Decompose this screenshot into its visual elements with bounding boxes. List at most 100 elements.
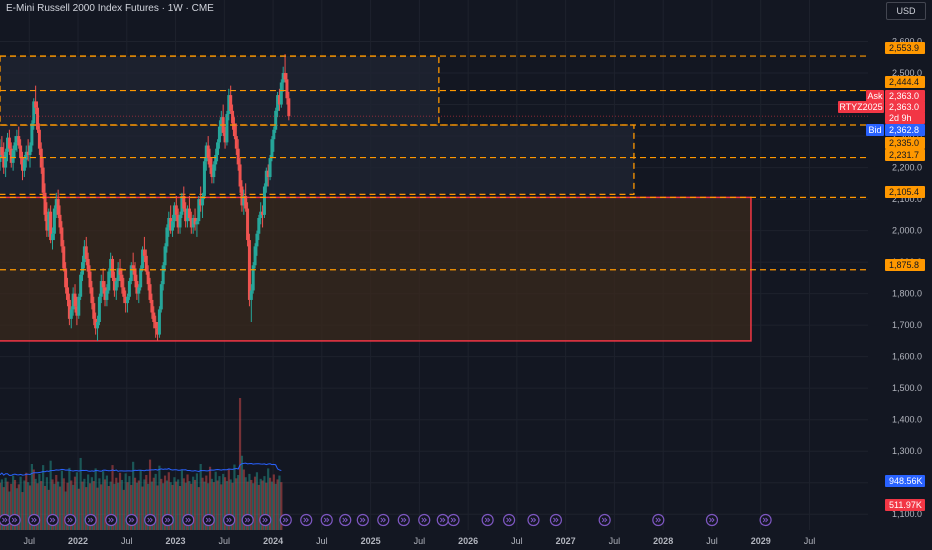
volume-bar — [205, 475, 208, 530]
event-icon[interactable] — [161, 513, 174, 527]
candle-body — [90, 287, 94, 304]
event-icon[interactable] — [549, 513, 563, 527]
event-icon[interactable] — [436, 513, 449, 527]
volume-bar — [96, 487, 99, 530]
volume-bar — [263, 476, 266, 530]
candle-body — [257, 218, 261, 234]
volume-bar — [21, 492, 24, 530]
event-icon[interactable] — [598, 513, 611, 527]
event-icons[interactable] — [0, 513, 772, 527]
volume-bar — [167, 472, 170, 530]
event-icon[interactable] — [418, 513, 431, 527]
candle-body — [79, 274, 83, 297]
event-icon[interactable] — [28, 513, 41, 527]
level-price-tag-bg — [885, 137, 925, 149]
bid-price-tag: 2,362.8 — [889, 125, 919, 135]
chevron-right-icon — [244, 517, 251, 523]
volume-bar — [175, 481, 178, 530]
chevron-right-icon — [303, 517, 309, 523]
candle — [178, 211, 182, 234]
candlesticks[interactable] — [0, 54, 291, 341]
candle — [184, 202, 188, 228]
candle — [262, 183, 266, 218]
event-icon[interactable] — [705, 513, 719, 527]
event-icon[interactable] — [144, 513, 157, 527]
volume-bar — [220, 484, 223, 530]
chevron-right-icon — [709, 517, 715, 523]
event-icon[interactable] — [527, 513, 540, 527]
time-axis[interactable]: Jul 2022 Jul 2023 Jul 2024 Jul 2025 Jul 2026 Jul 20… — [0, 531, 932, 550]
event-icon[interactable] — [202, 513, 215, 527]
candle — [247, 233, 251, 307]
horizontal-levels[interactable] — [0, 55, 868, 271]
event-icon[interactable] — [377, 513, 390, 527]
volume-ma-tag-bg — [885, 475, 925, 487]
volume-bar — [94, 468, 97, 530]
level-price-tag-bg — [885, 149, 925, 161]
event-icon[interactable] — [84, 513, 97, 527]
event-icon[interactable] — [339, 513, 352, 527]
event-icon[interactable] — [223, 513, 236, 527]
volume-bar — [28, 485, 32, 530]
event-icon[interactable] — [182, 513, 195, 527]
candle — [234, 123, 238, 155]
volume-bar — [160, 478, 163, 530]
event-icon[interactable] — [397, 513, 410, 527]
event-icon[interactable] — [356, 513, 369, 527]
event-icon[interactable] — [481, 513, 494, 527]
candle-body — [172, 205, 176, 222]
candle-body — [77, 296, 81, 316]
chevron-right-icon — [450, 517, 457, 523]
range-zone-middle — [0, 124, 635, 196]
candle — [135, 274, 139, 300]
candle-body — [24, 151, 28, 160]
volume-bar — [62, 478, 65, 530]
candle — [129, 262, 133, 285]
volume-bar — [98, 478, 101, 530]
last-price-tag-bg — [885, 101, 925, 113]
candle — [17, 126, 21, 149]
event-icon[interactable] — [241, 513, 254, 527]
event-icon[interactable] — [652, 513, 665, 527]
candle — [137, 284, 141, 304]
symbol-title[interactable]: E-Mini Russell 2000 Index Futures · 1W ·… — [6, 3, 214, 14]
candle — [159, 281, 163, 313]
candle-body — [264, 170, 268, 187]
price-tick-label: 2,100.0 — [892, 194, 922, 204]
event-icon[interactable] — [759, 513, 772, 527]
candle-body — [167, 218, 171, 228]
level-price-tag: 2,335.0 — [889, 138, 919, 148]
event-icon[interactable] — [300, 513, 313, 527]
candle-body — [210, 167, 214, 178]
volume-bar — [222, 473, 225, 530]
volume-bar — [255, 472, 259, 530]
event-icon[interactable] — [259, 513, 272, 527]
event-icon[interactable] — [64, 513, 77, 527]
event-icon[interactable] — [125, 513, 138, 527]
candle — [199, 186, 203, 212]
chevron-right-icon — [147, 517, 153, 523]
price-tick-label: 2,300.0 — [892, 131, 922, 141]
price-tick-label: 2,000.0 — [892, 226, 922, 236]
candle-body — [201, 195, 205, 206]
candle — [114, 277, 118, 300]
volume-bar — [88, 483, 92, 530]
candle-body — [7, 137, 11, 149]
event-icon[interactable] — [320, 513, 333, 527]
price-tick-label: 2,200.0 — [892, 163, 922, 173]
candle — [206, 136, 210, 165]
event-icon[interactable] — [279, 513, 292, 527]
event-icon[interactable] — [46, 513, 59, 527]
event-icon[interactable] — [502, 513, 516, 527]
event-icon[interactable] — [447, 513, 460, 527]
time-tick-label: 2027 — [556, 536, 576, 546]
candle-body — [141, 249, 145, 269]
candle — [208, 148, 212, 174]
candle — [73, 284, 77, 313]
candle — [111, 255, 115, 282]
candle-body — [142, 249, 146, 256]
currency-button[interactable]: USD — [886, 2, 926, 20]
event-icon[interactable] — [105, 513, 118, 527]
event-icon[interactable] — [8, 513, 21, 527]
